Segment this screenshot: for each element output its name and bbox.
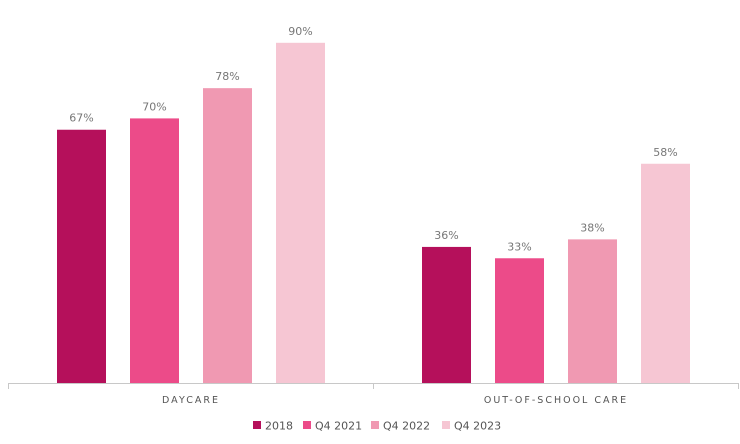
bar-out-of-school-care-q4-2023 bbox=[641, 163, 690, 383]
value-label-out-of-school-care-q4-2022: 38% bbox=[580, 221, 604, 234]
x-axis: DAYCARE OUT-OF-SCHOOL CARE bbox=[8, 383, 739, 406]
value-label-daycare-q4-2023: 90% bbox=[288, 25, 312, 38]
legend: 2018 Q4 2021 Q4 2022 Q4 2023 bbox=[253, 420, 501, 433]
bar-daycare-q4-2022 bbox=[203, 88, 252, 383]
bar-daycare-q4-2023 bbox=[276, 42, 325, 384]
value-label-out-of-school-care-2018: 36% bbox=[434, 229, 458, 242]
value-label-out-of-school-care-q4-2023: 58% bbox=[653, 146, 677, 159]
bar-daycare-2018 bbox=[57, 129, 106, 383]
legend-swatch bbox=[371, 421, 379, 429]
value-label-daycare-q4-2021: 70% bbox=[142, 100, 166, 113]
value-label-daycare-q4-2022: 78% bbox=[215, 70, 239, 83]
bar-out-of-school-care-2018 bbox=[422, 246, 471, 383]
legend-label: Q4 2021 bbox=[315, 420, 362, 433]
legend-item-q4-2023: Q4 2023 bbox=[442, 420, 501, 433]
legend-item-q4-2022: Q4 2022 bbox=[371, 420, 430, 433]
legend-swatch bbox=[253, 421, 261, 429]
value-label-daycare-2018: 67% bbox=[69, 112, 93, 125]
bar-out-of-school-care-q4-2021 bbox=[495, 258, 544, 383]
legend-swatch bbox=[442, 421, 450, 429]
legend-swatch bbox=[303, 421, 311, 429]
legend-item-q4-2021: Q4 2021 bbox=[303, 420, 362, 433]
legend-label: 2018 bbox=[265, 420, 293, 433]
bars-layer bbox=[57, 42, 690, 384]
bar-out-of-school-care-q4-2022 bbox=[568, 239, 617, 383]
category-label-daycare: DAYCARE bbox=[162, 395, 220, 406]
bar-daycare-q4-2021 bbox=[130, 118, 179, 384]
value-labels-layer: 67% 70% 78% 90% 36% 33% 38% 58% bbox=[69, 25, 677, 253]
legend-item-2018: 2018 bbox=[253, 420, 293, 433]
legend-label: Q4 2022 bbox=[383, 420, 430, 433]
legend-label: Q4 2023 bbox=[454, 420, 501, 433]
value-label-out-of-school-care-q4-2021: 33% bbox=[507, 240, 531, 253]
category-label-out-of-school-care: OUT-OF-SCHOOL CARE bbox=[484, 395, 628, 406]
